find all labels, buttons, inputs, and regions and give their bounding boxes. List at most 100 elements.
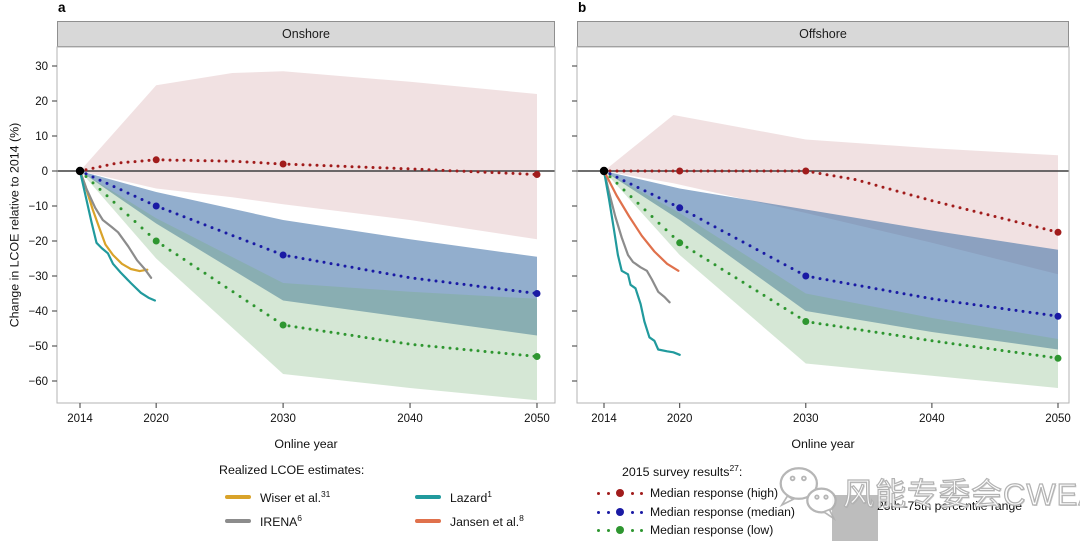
survey-marker-low-2030 — [802, 318, 810, 325]
survey-line-median — [608, 172, 1062, 320]
y-tick-label: 30 — [35, 61, 48, 73]
survey-marker-low-2020 — [152, 237, 160, 245]
panel-a-letter: a — [58, 0, 66, 15]
survey-marker-high-2020 — [676, 167, 684, 175]
watermark: 风能专委会CWEA — [775, 444, 1080, 522]
swatch-dot — [597, 528, 600, 532]
x-tick-label: 2014 — [67, 413, 93, 425]
y-axis-title-wrap: Change in LCOE relative to 2014 (%) — [0, 47, 28, 403]
legend-label-lazard: Lazard1 — [450, 488, 492, 506]
lazard-line-swatch — [415, 495, 441, 499]
survey-marker-high-2050 — [533, 171, 541, 178]
panel-a-title: Onshore — [282, 27, 330, 41]
jansen-line-swatch — [415, 519, 441, 523]
survey-marker-high-2030 — [279, 160, 287, 168]
irena-line-swatch — [225, 519, 251, 523]
y-tick-label: −20 — [28, 236, 48, 248]
origin-dot — [599, 166, 609, 176]
survey-marker-median-2020 — [152, 202, 160, 210]
legend-item-irena: IRENA6 — [225, 513, 302, 529]
swatch-dot — [630, 491, 634, 495]
x-tick-label: 2020 — [143, 413, 169, 425]
plot-border — [56, 46, 556, 404]
swatch-dot — [597, 491, 600, 495]
swatch-dot — [606, 491, 610, 495]
swatch-dot — [630, 528, 634, 532]
x-axis-title-offshore: Online year — [791, 437, 855, 451]
x-tick-label: 2020 — [667, 413, 693, 425]
legend-label-median-high: Median response (high) — [650, 486, 779, 500]
survey-marker-median-2030 — [279, 251, 287, 259]
y-tick-label: −40 — [28, 306, 48, 318]
realized-line-lazard — [78, 169, 156, 302]
survey-line-low — [84, 175, 541, 360]
survey-marker-median-2020 — [676, 204, 684, 212]
y-tick-label: −10 — [28, 201, 48, 213]
percentile-band-median — [604, 171, 1058, 350]
legend-realized-title: Realized LCOE estimates: — [219, 463, 365, 477]
x-tick-label: 2014 — [591, 413, 617, 425]
panel-b-header: Offshore — [577, 21, 1069, 47]
y-axis-title: Change in LCOE relative to 2014 (%) — [7, 122, 21, 328]
swatch-dot — [597, 510, 600, 514]
panel-b-letter: b — [578, 0, 587, 15]
panel-a-plot: 30 20 10 0 −10 −20 −30 −40 −50 −60 2014 2020 2030 204… — [28, 46, 556, 425]
x-tick-label: 2050 — [1045, 413, 1071, 425]
realized-line-lazard — [602, 169, 681, 356]
panel-b-plot: 2014 2020 2030 2040 2050 — [572, 46, 1071, 425]
swatch-dot — [606, 510, 610, 514]
swatch-dot — [640, 528, 643, 532]
y-tick-label: −60 — [28, 376, 48, 388]
realized-line-irena — [602, 169, 671, 304]
x-tick-label: 2040 — [919, 413, 945, 425]
legend-item-median-high: Median response (high) — [597, 485, 778, 501]
legend-item-lazard: Lazard1 — [415, 489, 492, 505]
wiser-line-swatch — [225, 495, 251, 499]
panel-b-title: Offshore — [799, 27, 847, 41]
legend-item-jansen: Jansen et al.8 — [415, 513, 524, 529]
legend-label-irena: IRENA6 — [260, 512, 302, 530]
swatch-dot — [616, 508, 624, 516]
survey-line-high — [608, 167, 1062, 236]
swatch-dot — [640, 491, 643, 495]
wechat-icon — [779, 467, 837, 522]
swatch-dot — [630, 510, 634, 514]
legend-label-median-median: Median response (median) — [650, 505, 795, 519]
y-tick-label: 20 — [35, 96, 48, 108]
watermark-text: 风能专委会CWEA — [842, 476, 1080, 512]
legend-item-wiser: Wiser et al.31 — [225, 489, 330, 505]
x-tick-label: 2030 — [270, 413, 296, 425]
x-tick-label: 2050 — [524, 413, 550, 425]
swatch-dot — [616, 489, 624, 497]
y-tick-label: −30 — [28, 271, 48, 283]
survey-marker-high-2050 — [1054, 228, 1062, 236]
percentile-range-swatch — [832, 495, 878, 541]
survey-marker-low-2030 — [279, 321, 287, 329]
swatch-dot — [606, 528, 610, 532]
survey-marker-low-2020 — [676, 239, 684, 247]
x-axis-title-onshore: Online year — [274, 437, 338, 451]
legend-item-median-median: Median response (median) — [597, 504, 795, 520]
x-tick-label: 2030 — [793, 413, 819, 425]
median-median-dotted-swatch — [597, 508, 643, 516]
survey-line-low — [608, 175, 1062, 362]
survey-marker-high-2020 — [152, 156, 160, 164]
legend-label-wiser: Wiser et al.31 — [260, 488, 331, 506]
chart-canvas: 30 20 10 0 −10 −20 −30 −40 −50 −60 2014 2020 2030 204… — [28, 46, 1071, 425]
survey-marker-median-2030 — [802, 272, 810, 280]
percentile-range-label: 25th–75th percentile range — [877, 499, 1023, 513]
plot-border — [576, 46, 1070, 404]
legend-label-median-low: Median response (low) — [650, 523, 774, 537]
percentile-band-low — [80, 171, 537, 401]
survey-marker-median-2050 — [1054, 312, 1062, 320]
realized-line-wiser — [78, 169, 149, 273]
median-low-dotted-swatch — [597, 526, 643, 534]
percentile-band-median — [80, 171, 537, 336]
survey-line-median — [84, 172, 541, 297]
survey-marker-median-2050 — [533, 290, 541, 297]
swatch-dot — [616, 526, 624, 534]
origin-dot — [75, 166, 85, 176]
realized-line-jansen — [602, 169, 680, 272]
survey-marker-low-2050 — [1054, 354, 1062, 362]
percentile-band-low — [604, 171, 1058, 388]
